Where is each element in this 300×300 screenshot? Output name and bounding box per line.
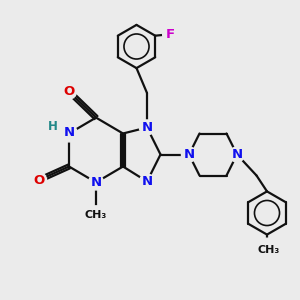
- Text: N: N: [141, 175, 153, 188]
- Text: N: N: [231, 148, 243, 161]
- Circle shape: [163, 27, 178, 42]
- Text: N: N: [63, 126, 75, 140]
- Circle shape: [182, 147, 196, 162]
- Circle shape: [86, 206, 106, 225]
- Text: F: F: [166, 28, 175, 41]
- Text: CH₃: CH₃: [85, 210, 107, 220]
- Circle shape: [61, 125, 77, 142]
- Circle shape: [88, 175, 104, 190]
- Circle shape: [45, 118, 60, 134]
- Circle shape: [140, 174, 154, 189]
- Text: H: H: [48, 119, 57, 133]
- Circle shape: [230, 147, 244, 162]
- Text: O: O: [63, 85, 75, 98]
- Text: N: N: [141, 121, 153, 134]
- Text: CH₃: CH₃: [257, 244, 280, 255]
- Circle shape: [256, 238, 278, 261]
- Circle shape: [61, 84, 76, 99]
- Circle shape: [32, 172, 46, 188]
- Text: N: N: [183, 148, 195, 161]
- Circle shape: [140, 120, 154, 135]
- Text: O: O: [33, 173, 45, 187]
- Text: N: N: [90, 176, 102, 189]
